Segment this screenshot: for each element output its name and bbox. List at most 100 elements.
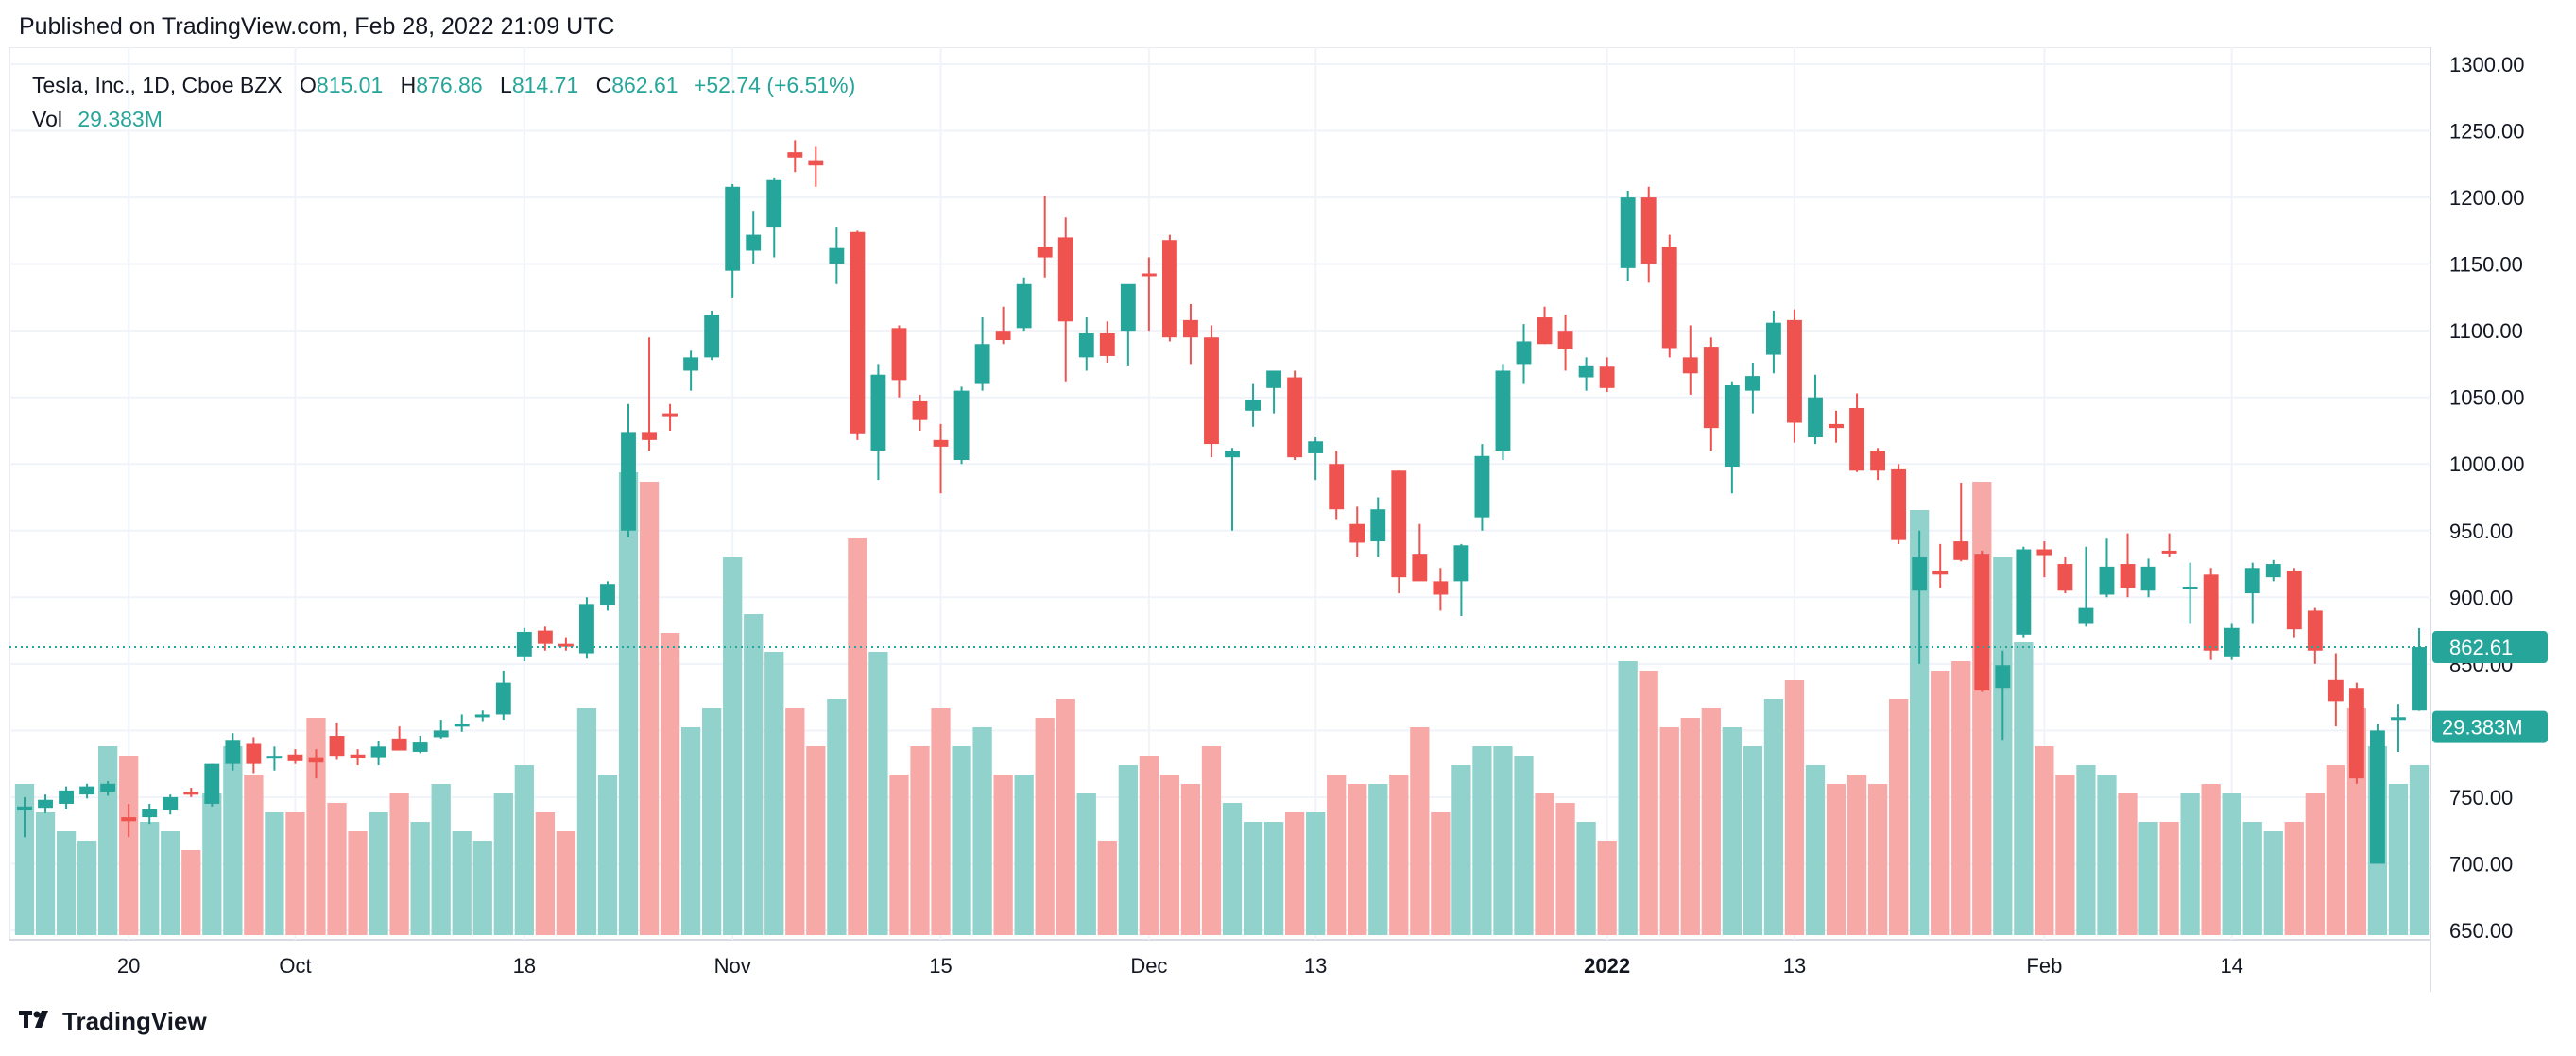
legend-ohlc-row: Tesla, Inc., 1D, Cboe BZX O815.01 H876.8…: [32, 68, 855, 102]
candle-body: [59, 790, 75, 804]
candle-body: [1724, 384, 1740, 468]
candle-body: [1474, 455, 1490, 518]
volume-bar: [764, 652, 784, 935]
last-value-markers: 862.61 29.383M: [9, 631, 2548, 743]
candle-body: [225, 740, 241, 764]
volume-bar: [1097, 841, 1117, 935]
candle-body: [1849, 407, 1864, 471]
volume-bar: [1639, 671, 1658, 935]
volume-bar: [1826, 784, 1846, 935]
candle-body: [683, 357, 699, 371]
candle-body: [1245, 400, 1261, 411]
candle-body: [1370, 509, 1386, 542]
footer-brand[interactable]: TradingView: [19, 1007, 207, 1036]
legend-close-label: C: [595, 73, 612, 97]
volume-bar: [369, 812, 388, 935]
volume-bar: [556, 831, 576, 935]
candle-body: [1037, 247, 1053, 258]
candle-body: [1537, 317, 1553, 345]
volume-bar: [744, 614, 764, 935]
candle-body: [1516, 341, 1532, 365]
volume-bar: [660, 633, 680, 935]
volume-bar: [1555, 803, 1575, 935]
candle-body: [1120, 283, 1136, 332]
candle-body: [2286, 571, 2302, 630]
volume-bar: [1846, 775, 1867, 935]
candle-body: [1599, 366, 1615, 388]
candle-body: [246, 743, 262, 764]
candle-body: [2036, 549, 2052, 556]
volume-bar: [597, 775, 618, 935]
volume-bar: [2242, 822, 2262, 935]
last-price-badge: [2432, 631, 2548, 664]
volume-bar: [2180, 793, 2200, 935]
volume-bar: [1888, 699, 1909, 935]
volume-bar: [1680, 718, 1700, 935]
volume-bar: [848, 538, 867, 935]
y-tick-label: 1150.00: [2449, 253, 2523, 277]
volume-bar: [35, 812, 56, 935]
candle-body: [2348, 688, 2364, 779]
candle-body: [1953, 541, 1969, 560]
candle-body: [787, 152, 803, 158]
time-axis[interactable]: 20 Oct 18 Nov 15 Dec 13 2022 13 Feb 14: [117, 954, 2243, 978]
candle-body: [1099, 332, 1115, 356]
x-tick-label: Nov: [714, 954, 751, 978]
volume-bar: [1472, 746, 1492, 935]
candle-body: [1078, 332, 1094, 358]
volume-bar: [389, 793, 409, 935]
volume-bar: [1035, 718, 1055, 935]
legend-volume-row: Vol 29.383M: [32, 102, 855, 136]
volume-bar: [1743, 746, 1763, 935]
candle-body: [1870, 451, 1886, 471]
candle-body: [1912, 556, 1928, 591]
volume-bar: [1951, 661, 1971, 935]
candle-body: [1225, 451, 1240, 458]
candle-body: [829, 247, 845, 264]
candle-body: [287, 754, 303, 761]
volume-bar: [1431, 812, 1451, 935]
candle-body: [642, 432, 657, 440]
volume-bar: [1284, 812, 1305, 935]
candle-body: [1266, 370, 1282, 388]
volume-bar: [2284, 822, 2304, 935]
volume-bar: [202, 793, 222, 935]
x-tick-label: 18: [513, 954, 536, 978]
volume-bar: [868, 652, 888, 935]
legend-vol-label: Vol: [32, 107, 62, 131]
volume-bar: [1618, 661, 1638, 935]
candle-body: [1661, 247, 1677, 349]
volume-bar: [2409, 765, 2430, 935]
volume-bar: [1451, 765, 1471, 935]
candle-body: [558, 643, 574, 647]
published-caption: Published on TradingView.com, Feb 28, 20…: [19, 13, 615, 40]
volume-bar: [472, 841, 492, 935]
candle-body: [537, 630, 553, 644]
candle-body: [516, 631, 532, 657]
candle-body: [204, 763, 220, 804]
candle-body: [1578, 365, 1594, 378]
candle-body: [1744, 376, 1760, 391]
candle-body: [2369, 730, 2385, 864]
volume-bar: [1722, 727, 1742, 935]
candle-body: [746, 234, 762, 251]
candle-body: [1620, 197, 1636, 268]
candle-body: [329, 736, 345, 757]
volume-bar: [2201, 784, 2221, 935]
y-tick-label: 1050.00: [2449, 386, 2525, 410]
volume-bar: [1972, 482, 1992, 935]
candle-body: [370, 746, 386, 758]
volume-bar: [1493, 746, 1513, 935]
volume-bar: [1243, 822, 1263, 935]
candle-body: [79, 786, 95, 795]
candle-body: [1161, 240, 1177, 338]
price-axis[interactable]: 1300.00 1250.00 1200.00 1150.00 1100.00 1050.…: [2449, 53, 2525, 943]
candle-body: [1640, 197, 1657, 264]
candle-body: [1287, 377, 1303, 458]
x-tick-label: 20: [117, 954, 140, 978]
volume-bar: [1389, 775, 1409, 935]
candlestick-chart[interactable]: 1300.00 1250.00 1200.00 1150.00 1100.00 1050.…: [0, 47, 2576, 994]
volume-bar: [431, 784, 451, 935]
volume-bar: [576, 708, 597, 935]
volume-bar: [514, 765, 534, 935]
